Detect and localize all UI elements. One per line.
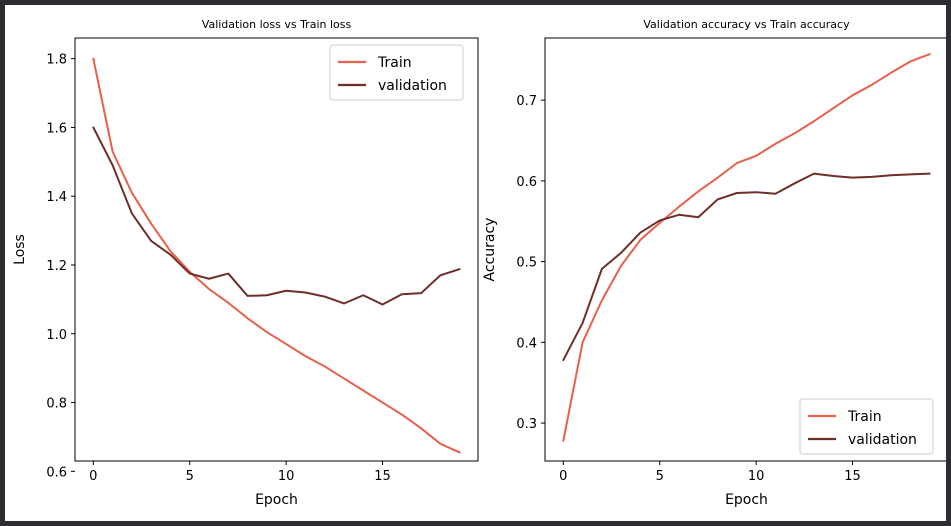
- chart-1-y-tick-label: 1.0: [46, 328, 67, 343]
- figure-svg: 0 5 10 15 0.6 0.8 1.0 1.2 1.4 1.6 1.8 Validation lo…: [12, 18, 949, 508]
- chart-2-series-line-train: [562, 53, 931, 442]
- chart-1-x-tick-label: 10: [278, 469, 295, 484]
- chart-2-title: Validation accuracy vs Train accuracy: [643, 18, 850, 31]
- chart-1-y-axis-label: Loss: [12, 234, 28, 265]
- chart-2-series-line-validation: [562, 172, 931, 362]
- chart-2-y-tick-label: 0.6: [516, 175, 537, 190]
- chart-2-y-tick-label: 0.4: [516, 336, 537, 351]
- chart-1-y-tick-label: 0.6: [46, 465, 67, 480]
- chart-1-x-tick-label: 5: [186, 469, 194, 484]
- chart-1-y-tick-label: 1.4: [46, 190, 67, 205]
- chart-1-y-tick-label: 1.8: [46, 53, 67, 68]
- chart-2-y-axis-label: Accuracy: [482, 218, 498, 282]
- chart-2-x-axis-label: Epoch: [725, 492, 768, 508]
- chart-2-y-tick-label: 0.3: [516, 417, 537, 432]
- chart-1-legend-label-train: Train: [377, 55, 412, 71]
- chart-1-series-line-train: [92, 57, 461, 454]
- chart-2-x-tick-label: 10: [748, 469, 765, 484]
- chart-1-legend-box: [329, 44, 464, 101]
- chart-1-legend-label-validation: validation: [378, 78, 447, 94]
- chart-2-legend-box: [799, 398, 934, 455]
- chart-1-y-tick-label: 1.6: [46, 121, 67, 136]
- chart-1-title: Validation loss vs Train loss: [202, 18, 352, 31]
- chart-2-axes-frame: [544, 37, 949, 462]
- chart-1-x-tick-label: 15: [374, 469, 391, 484]
- chart-2-x-tick-label: 5: [656, 469, 664, 484]
- chart-1-y-tick-label: 1.2: [46, 259, 67, 274]
- chart-2-x-tick-label: 15: [844, 469, 861, 484]
- chart-2-legend-label-validation: validation: [848, 432, 917, 448]
- chart-2-y-tick-label: 0.7: [516, 94, 537, 109]
- chart-1-series-line-validation: [92, 126, 461, 306]
- figure: 0 5 10 15 0.6 0.8 1.0 1.2 1.4 1.6 1.8 Validation lo…: [5, 5, 949, 521]
- chart-2-legend-label-train: Train: [847, 409, 882, 425]
- chart-1-x-tick-label: 0: [89, 469, 97, 484]
- chart-1-axes-frame: [74, 37, 479, 462]
- chart-1-y-tick-label: 0.8: [46, 397, 67, 412]
- chart-2-y-tick-label: 0.5: [516, 256, 537, 271]
- chart-2-x-tick-label: 0: [559, 469, 567, 484]
- chart-1-x-axis-label: Epoch: [255, 492, 298, 508]
